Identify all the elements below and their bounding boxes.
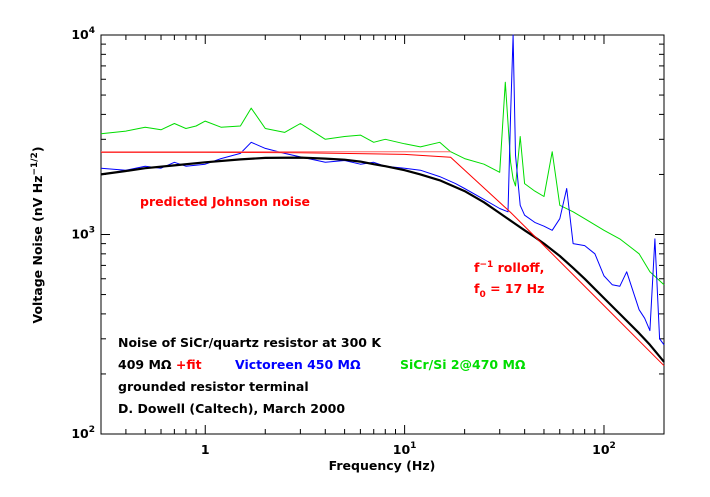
x-tick-label: 102 [592, 441, 616, 457]
legend-title: Noise of SiCr/quartz resistor at 300 K [118, 335, 382, 350]
plot-frame [100, 34, 665, 435]
legend-entry-409: 409 MΩ +fit [118, 357, 202, 372]
x-tick-labels: 1 101 102 [201, 441, 616, 457]
y-axis-label: Voltage Noise (nV Hz−1/2) [30, 146, 45, 323]
series-layer [100, 34, 665, 367]
annotation-f0: f0 = 17 Hz [474, 281, 544, 300]
annotation-johnson-noise: predicted Johnson noise [140, 194, 310, 209]
legend-note-author: D. Dowell (Caltech), March 2000 [118, 401, 345, 416]
y-axis-ticks [101, 34, 664, 435]
series-line-3 [101, 151, 665, 367]
x-axis-ticks [100, 35, 665, 434]
y-tick-label: 104 [71, 26, 95, 42]
series-line-2 [100, 156, 665, 363]
series-line-0 [100, 81, 665, 286]
y-tick-labels: 102 103 104 [71, 26, 95, 441]
legend-entry-victoreen: Victoreen 450 MΩ [235, 357, 361, 372]
legend-note-grounded: grounded resistor terminal [118, 379, 309, 394]
y-tick-label: 102 [71, 425, 95, 441]
x-axis-label: Frequency (Hz) [329, 458, 436, 473]
y-tick-label: 103 [71, 226, 95, 242]
series-line-1 [100, 34, 665, 346]
x-tick-label: 1 [201, 442, 210, 457]
legend-entry-sicr-si: SiCr/Si 2@470 MΩ [400, 357, 526, 372]
annotation-rolloff: f−1 rolloff, [474, 260, 544, 275]
x-tick-label: 101 [393, 441, 417, 457]
